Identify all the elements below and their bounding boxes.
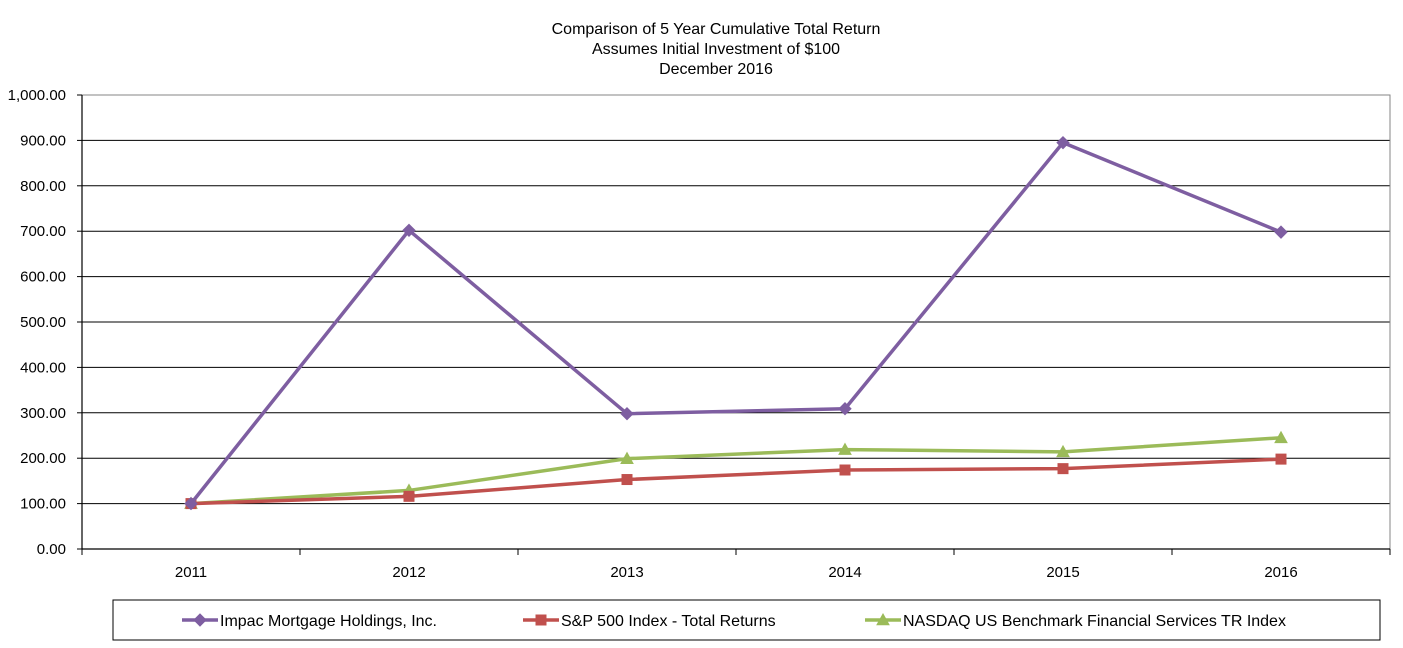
data-point: [1056, 444, 1070, 458]
y-tick-label: 200.00: [20, 450, 66, 467]
legend-marker: [193, 613, 207, 627]
y-tick-label: 800.00: [20, 178, 66, 195]
x-tick-label: 2013: [610, 564, 643, 581]
series-lines: [184, 135, 1288, 511]
y-tick-label: 700.00: [20, 223, 66, 240]
data-point: [1056, 135, 1070, 150]
legend-entry-1: Impac Mortgage Holdings, Inc.: [182, 613, 437, 630]
data-point: [839, 464, 851, 476]
title-line-2: Assumes Initial Investment of $100: [592, 41, 840, 58]
data-point: [402, 223, 416, 237]
x-tick-label: 2015: [1046, 564, 1079, 581]
legend-label: NASDAQ US Benchmark Financial Services T…: [903, 613, 1286, 630]
data-point: [838, 442, 852, 455]
series-line: [190, 457, 1282, 506]
data-point: [620, 451, 634, 464]
y-tick-label: 900.00: [20, 132, 66, 149]
legend-label: Impac Mortgage Holdings, Inc.: [220, 613, 437, 630]
y-tick-label: 300.00: [20, 405, 66, 422]
data-point: [621, 474, 633, 486]
x-tick-label: 2016: [1264, 564, 1297, 581]
x-axis-tick-labels: 2011 2012 2013 2014 2015 2016: [175, 564, 1298, 581]
series-1: [184, 135, 1288, 511]
x-tick-label: 2011: [175, 564, 207, 581]
legend-entry-3: NASDAQ US Benchmark Financial Services T…: [865, 612, 1286, 630]
legend-marker: [876, 612, 890, 626]
series-line: [190, 436, 1282, 506]
title-line-1: Comparison of 5 Year Cumulative Total Re…: [552, 21, 881, 38]
data-point: [1275, 453, 1287, 465]
y-tick-label: 400.00: [20, 359, 66, 376]
x-tick-label: 2012: [392, 564, 425, 581]
data-point: [403, 490, 415, 502]
data-point: [1274, 430, 1288, 444]
legend-box: [112, 599, 1381, 641]
data-point: [1057, 463, 1069, 475]
title-line-3: December 2016: [659, 61, 773, 78]
chart-title: Comparison of 5 Year Cumulative Total Re…: [552, 21, 881, 78]
legend-label: S&P 500 Index - Total Returns: [561, 613, 776, 630]
y-tick-label: 500.00: [20, 314, 66, 331]
y-tick-label: 1,000.00: [8, 87, 66, 104]
series-2: [185, 453, 1287, 510]
data-point: [184, 496, 198, 511]
legend: Impac Mortgage Holdings, Inc. S&P 500 Ind…: [112, 599, 1381, 641]
x-tick-label: 2014: [828, 564, 861, 581]
y-tick-label: 100.00: [20, 496, 66, 513]
data-point: [1274, 225, 1288, 239]
data-point: [620, 407, 634, 421]
axes: [77, 94, 1391, 555]
y-tick-label: 600.00: [20, 269, 66, 286]
y-axis-tick-labels: 0.00 100.00 200.00 300.00 400.00 500.00 600.00…: [8, 87, 66, 558]
series-line: [189, 140, 1282, 505]
y-tick-label: 0.00: [37, 541, 66, 558]
legend-entry-2: S&P 500 Index - Total Returns: [523, 613, 776, 630]
data-point: [838, 402, 852, 416]
legend-marker: [535, 614, 547, 626]
